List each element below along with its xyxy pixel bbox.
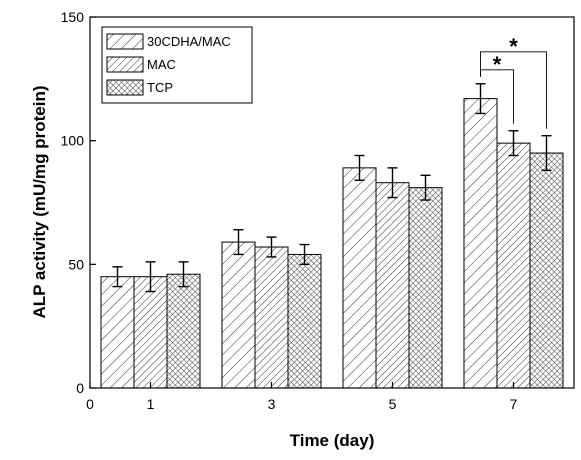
bar-day-7-mac	[496, 142, 531, 389]
legend-label-30cdha-mac: 30CDHA/MAC	[147, 34, 231, 49]
error-bar-day-3-30cdha-mac	[233, 229, 244, 256]
bar-day-3-30cdha-mac	[221, 241, 256, 389]
significance-star-2: *	[509, 34, 518, 59]
y-tick-label-50: 50	[68, 256, 84, 272]
error-bar-day-7-30cdha-mac	[475, 83, 486, 115]
y-axis-title: ALP activity (mU/mg protein)	[30, 86, 49, 319]
legend-swatch-30cdha-mac	[106, 33, 144, 50]
bar-day-7-tcp	[529, 152, 564, 389]
bar-day-3-tcp	[287, 253, 322, 389]
bar-day-5-30cdha-mac	[342, 167, 377, 389]
legend-swatch-tcp	[106, 79, 144, 96]
bar-day-5-tcp	[408, 187, 443, 389]
legend-swatch-mac	[106, 56, 144, 73]
legend-label-tcp: TCP	[147, 80, 173, 95]
bar-day-3-mac	[254, 246, 289, 389]
error-bar-day-1-tcp	[178, 261, 189, 288]
error-bar-day-7-mac	[508, 130, 519, 157]
x-tick-label-1: 1	[147, 396, 155, 412]
bracket-line	[480, 51, 547, 129]
x-tick-label-3: 3	[268, 396, 276, 412]
significance-star-1: *	[493, 52, 502, 77]
plot-frame	[89, 16, 575, 389]
bar-day-1-tcp	[166, 273, 201, 389]
error-bars-layer	[112, 83, 552, 293]
error-bar-day-5-tcp	[420, 174, 431, 201]
bar-day-5-mac	[375, 182, 410, 389]
bars-layer	[100, 98, 564, 389]
error-bar-day-5-30cdha-mac	[354, 154, 365, 181]
legend-label-mac: MAC	[147, 57, 176, 72]
significance-bracket-2	[480, 51, 547, 129]
bar-day-1-mac	[133, 276, 168, 389]
bar-day-7-30cdha-mac	[463, 98, 498, 389]
significance-layer: **	[480, 34, 547, 129]
error-bar-day-1-mac	[145, 261, 156, 293]
legend: 30CDHA/MAC MAC TCP	[101, 26, 253, 104]
y-tick-label-0: 0	[76, 380, 84, 396]
error-bar-day-3-tcp	[299, 243, 310, 266]
x-tick-label-0: 0	[86, 396, 94, 412]
x-tick-label-7: 7	[510, 396, 518, 412]
bar-day-1-30cdha-mac	[100, 276, 135, 389]
error-bar-day-1-30cdha-mac	[112, 266, 123, 288]
x-tick-label-5: 5	[389, 396, 397, 412]
y-tick-label-150: 150	[61, 9, 85, 25]
error-bar-day-7-tcp	[541, 135, 552, 172]
error-bar-day-3-mac	[266, 236, 277, 258]
error-bar-day-5-mac	[387, 167, 398, 199]
y-tick-label-100: 100	[61, 133, 85, 149]
x-axis-title: Time (day)	[290, 431, 375, 450]
axis-ticks: 0 50 100 150 0 1 3 5 7	[61, 9, 518, 412]
